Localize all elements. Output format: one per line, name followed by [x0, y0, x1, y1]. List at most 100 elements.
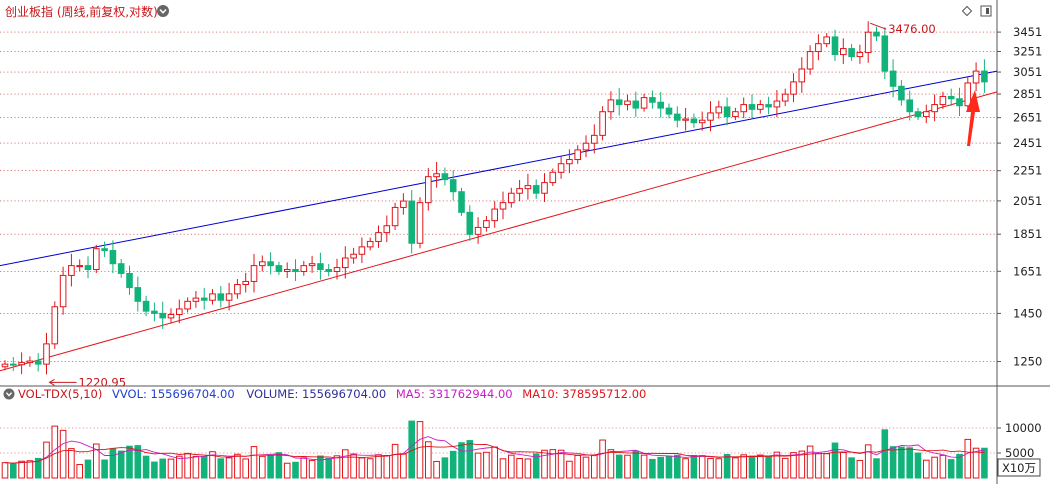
candle-body	[109, 250, 117, 265]
candle-body	[267, 261, 274, 267]
candle	[632, 91, 640, 117]
ma10-label: MA10	[522, 387, 554, 401]
candle	[781, 88, 789, 107]
candle-body	[184, 300, 191, 310]
candle-body	[574, 149, 582, 161]
volume-bar	[939, 454, 947, 479]
volume-bar	[142, 455, 150, 479]
volume-bar	[665, 455, 673, 479]
candle	[225, 282, 233, 311]
price-tick-label: 2451	[1013, 136, 1042, 150]
volume-bar	[366, 458, 374, 479]
candle-body	[101, 248, 108, 252]
candle	[26, 356, 34, 367]
candle	[499, 191, 507, 220]
diamond-icon[interactable]	[961, 5, 973, 17]
volume-bar	[748, 455, 756, 479]
candle-body	[159, 312, 166, 319]
candle	[773, 90, 781, 118]
candle	[972, 62, 980, 91]
vol-dropdown-icon[interactable]	[3, 388, 15, 400]
volume-bar	[325, 457, 332, 479]
volume-bar	[109, 448, 117, 479]
candle	[117, 259, 125, 278]
volume-bar	[458, 442, 465, 479]
candle-body	[906, 99, 914, 113]
candle	[483, 215, 490, 232]
candle-body	[698, 119, 706, 124]
panel-toggle-icon[interactable]	[980, 5, 992, 17]
candle-body	[640, 97, 648, 109]
volume-ma-lines	[4, 436, 985, 464]
price-tick-label: 1851	[1013, 227, 1042, 241]
volume-bar	[873, 458, 880, 479]
candle	[466, 205, 474, 241]
volume-bar	[889, 446, 897, 479]
candle-body	[93, 248, 100, 271]
candle	[59, 266, 67, 315]
candle-body	[275, 265, 283, 272]
candle-body	[748, 104, 756, 110]
candle-body	[931, 104, 938, 113]
candle-body	[283, 269, 291, 272]
candle-body	[864, 31, 872, 54]
volume-bars	[1, 420, 988, 479]
candle-body	[566, 159, 573, 165]
candle	[806, 45, 814, 75]
candle-body	[192, 297, 200, 302]
candle-body	[242, 280, 249, 286]
candle-body	[292, 269, 299, 272]
candle	[532, 179, 540, 199]
candle-body	[225, 293, 233, 301]
candle-body	[607, 99, 615, 113]
candle-body	[441, 173, 449, 181]
volume-bar	[574, 454, 582, 479]
candle-body	[1, 363, 9, 368]
candle	[815, 34, 822, 61]
price-tick-label: 2251	[1013, 164, 1042, 178]
volume-bar	[757, 454, 764, 479]
volume-bar	[566, 460, 573, 479]
candle	[242, 272, 249, 293]
candle	[184, 297, 191, 313]
candle-body	[325, 269, 332, 272]
volume-unit-label: X10万	[1002, 461, 1036, 475]
volume-bar	[483, 451, 490, 479]
volume-bar	[723, 454, 731, 479]
candle	[748, 94, 756, 119]
candle-body	[342, 257, 349, 269]
volume-bar	[449, 450, 457, 479]
candle-body	[674, 113, 681, 121]
volume-bar	[1, 462, 9, 479]
candle-body	[391, 206, 399, 227]
candle	[250, 253, 258, 293]
volume-bar	[292, 461, 299, 479]
volume-bar	[176, 455, 183, 479]
candle-body	[831, 36, 839, 56]
candle	[823, 33, 831, 48]
vvol-label: VVOL	[112, 387, 144, 401]
volume-value: 155696704.00	[302, 387, 386, 401]
volume-bar	[798, 450, 806, 479]
candle-body	[649, 97, 656, 103]
vol-indicator-name: VOL-TDX(5,10)	[18, 387, 102, 401]
candle-body	[508, 192, 515, 204]
volume-tick-label: 10000	[1005, 421, 1042, 435]
candle-body	[632, 100, 640, 109]
candle	[167, 308, 175, 324]
volume-bar	[68, 448, 75, 479]
volume-bar	[474, 452, 482, 479]
candle-body	[599, 111, 606, 136]
ma10-value: 378595712.00	[562, 387, 646, 401]
candle	[690, 113, 698, 128]
candle-body	[823, 36, 831, 45]
volume-bar	[342, 449, 349, 479]
volume-bar	[848, 457, 855, 479]
candle-body	[923, 111, 930, 118]
candle-body	[59, 274, 67, 308]
volume-label: VOLUME	[246, 387, 294, 401]
candle-body	[981, 70, 988, 83]
volume-bar	[898, 446, 905, 479]
title-dropdown-icon[interactable]	[157, 5, 169, 17]
volume-bar	[947, 459, 955, 479]
